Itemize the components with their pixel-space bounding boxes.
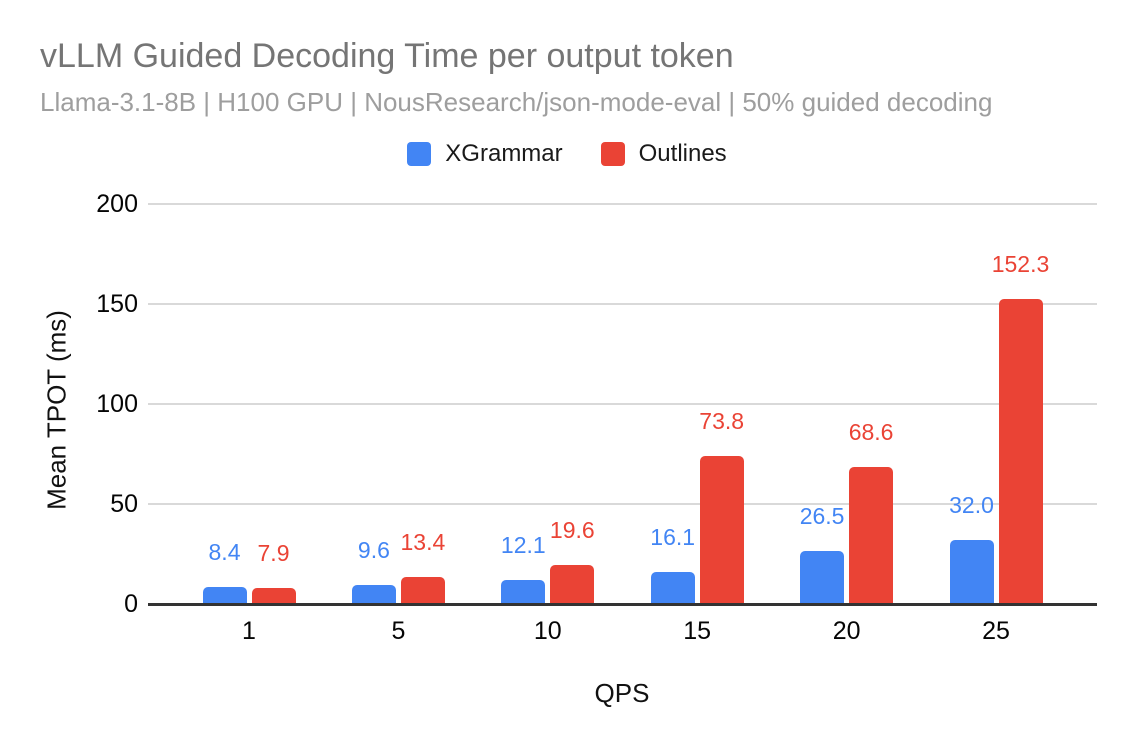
- y-tick-label-100: 100: [96, 390, 138, 418]
- bar-outlines-qps-25: [998, 299, 1043, 604]
- legend-swatch-icon: [600, 142, 625, 166]
- bar-xgrammar-qps-1: [202, 587, 247, 604]
- bar-xgrammar-qps-15: [650, 571, 695, 604]
- gridline-150: [148, 303, 1097, 305]
- gridline-50: [148, 503, 1097, 505]
- y-tick-label-150: 150: [96, 290, 138, 318]
- bar-outlines-qps-10: [550, 564, 595, 604]
- chart-title: vLLM Guided Decoding Time per output tok…: [40, 37, 734, 75]
- bar-xgrammar-qps-20: [800, 551, 845, 604]
- data-label-outlines-qps-25: 152.3: [991, 251, 1050, 278]
- x-tick-label-20: 20: [832, 617, 861, 645]
- x-tick-label-25: 25: [982, 617, 1010, 645]
- y-tick-label-50: 50: [110, 490, 138, 518]
- legend-label: Outlines: [638, 140, 727, 167]
- data-label-xgrammar-qps-1: 8.4: [208, 539, 241, 566]
- y-tick-label-0: 0: [124, 590, 138, 618]
- x-tick-label-15: 15: [683, 617, 712, 645]
- data-label-xgrammar-qps-20: 26.5: [799, 503, 845, 529]
- data-label-outlines-qps-20: 68.6: [848, 418, 894, 445]
- gridline-200: [148, 203, 1097, 205]
- data-label-xgrammar-qps-5: 9.6: [357, 536, 390, 563]
- x-tick-label-5: 5: [391, 617, 406, 645]
- x-axis-line: [148, 603, 1097, 606]
- legend-label: XGrammar: [445, 140, 563, 167]
- bar-xgrammar-qps-5: [351, 584, 396, 604]
- legend-swatch-icon: [407, 142, 432, 166]
- legend: XGrammar Outlines: [0, 141, 1134, 167]
- plot-area: 8.4 7.9 9.6 13.4 12.1 19.6 16.1 73.8 26.5 68.6 32.…: [148, 203, 1097, 606]
- bar-outlines-qps-15: [699, 456, 744, 604]
- chart-subtitle: Llama-3.1-8B | H100 GPU | NousResearch/j…: [40, 87, 993, 117]
- legend-item-xgrammar: XGrammar: [407, 140, 563, 167]
- legend-item-outlines: Outlines: [600, 140, 727, 167]
- gridline-100: [148, 403, 1097, 405]
- data-label-outlines-qps-10: 19.6: [549, 516, 595, 543]
- data-label-xgrammar-qps-10: 12.1: [500, 531, 546, 558]
- x-tick-label-1: 1: [242, 617, 256, 645]
- bar-outlines-qps-1: [251, 588, 296, 604]
- x-tick-label-10: 10: [533, 617, 562, 645]
- data-label-xgrammar-qps-15: 16.1: [650, 523, 696, 550]
- data-label-xgrammar-qps-25: 32.0: [949, 492, 994, 518]
- bar-outlines-qps-20: [849, 466, 894, 604]
- data-label-outlines-qps-1: 7.9: [257, 540, 290, 567]
- data-label-outlines-qps-5: 13.4: [400, 529, 446, 556]
- bar-outlines-qps-5: [400, 577, 445, 604]
- y-tick-label-200: 200: [96, 190, 138, 218]
- data-label-outlines-qps-15: 73.8: [699, 408, 745, 435]
- bar-xgrammar-qps-25: [949, 540, 994, 604]
- x-axis-title: QPS: [594, 678, 650, 708]
- bar-xgrammar-qps-10: [501, 579, 546, 604]
